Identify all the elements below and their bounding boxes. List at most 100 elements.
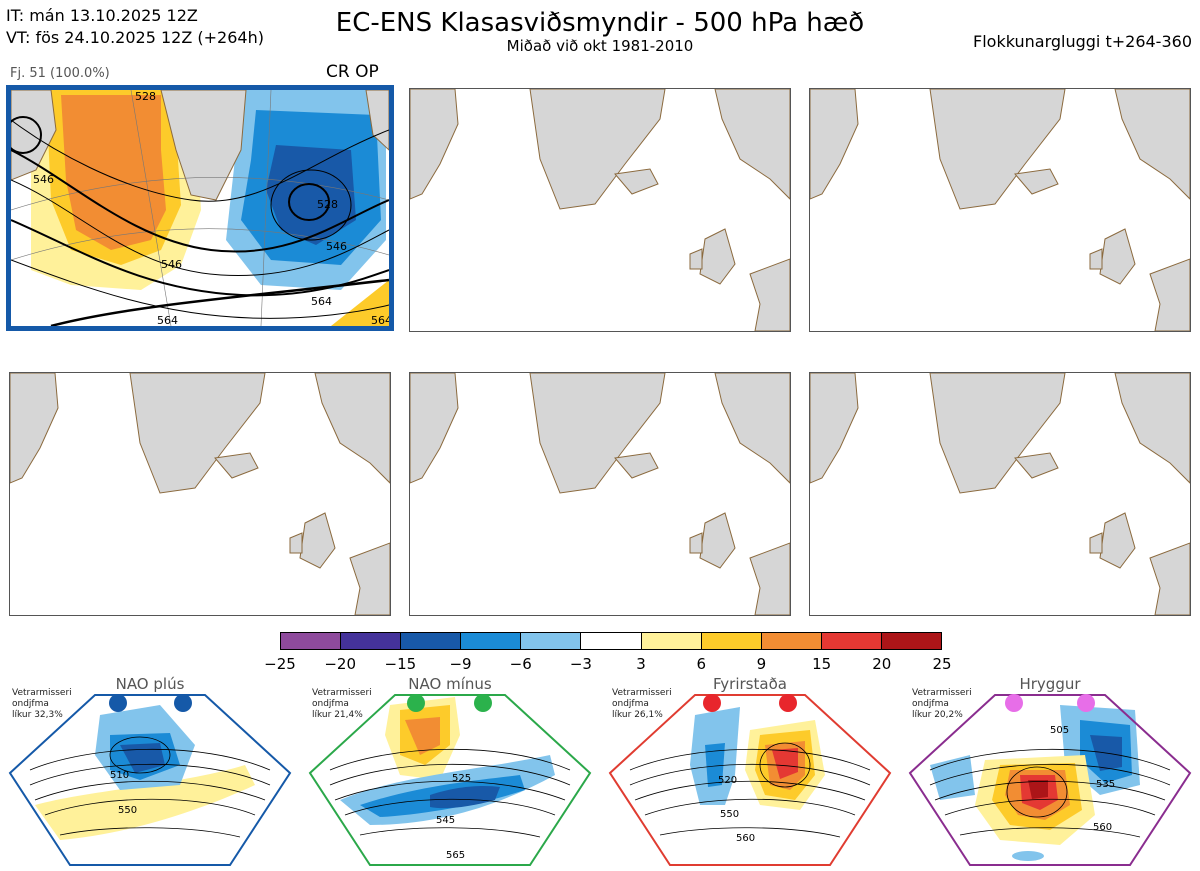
base-map [410, 373, 790, 615]
classification-window: Flokkunargluggi t+264-360 [973, 32, 1192, 51]
regime-contour-label: 560 [1093, 822, 1112, 833]
colorbar-tick-label: 20 [872, 655, 892, 673]
regime-map: 505 535 560 [908, 694, 1192, 866]
regime-frame [908, 694, 1192, 866]
contour-label: 546 [326, 240, 347, 253]
colorbar-swatch [821, 633, 882, 649]
regime-dot [1005, 694, 1023, 712]
regime-dot [1077, 694, 1095, 712]
regime-frame [8, 694, 292, 866]
colorbar-swatch [521, 633, 582, 649]
colorbar-tick-label: −6 [509, 655, 532, 673]
regime-panel-nao-plus[interactable]: 510 550 NAO plús Vetrarmisseri ondjfma l… [0, 675, 300, 871]
page-title: EC-ENS Klasasviðsmyndir - 500 hPa hæð [335, 8, 865, 38]
colorbar-tick-label: 9 [756, 655, 767, 673]
regime-info: Vetrarmisseri ondjfma líkur 21,4% [312, 688, 372, 721]
colorbar-swatch [881, 633, 942, 649]
regime-map: 525 545 565 [308, 694, 592, 866]
regime-info-line: líkur 20,2% [912, 710, 963, 720]
colorbar-tick-label: −25 [264, 655, 296, 673]
base-map [410, 89, 790, 331]
regime-panel-blocking[interactable]: 520 550 560 Fyrirstaða Vetrarmisseri ond… [600, 675, 900, 871]
base-map [10, 373, 390, 615]
colorbar-tick-label: 15 [812, 655, 832, 673]
base-map [810, 89, 1190, 331]
regime-contour-label: 510 [110, 770, 129, 781]
regime-title: Fyrirstaða [713, 675, 787, 693]
regime-info-line: ondjfma [12, 699, 49, 709]
empty-map-panel[interactable] [409, 372, 791, 616]
main-anomaly-map: 528 546 546 528 546 564 564 564 [11, 90, 389, 326]
empty-map-panel[interactable] [409, 88, 791, 332]
regime-panel-nao-minus[interactable]: 525 545 565 NAO mínus Vetrarmisseri ondj… [300, 675, 600, 871]
regime-title: Hryggur [1019, 675, 1081, 693]
regime-contour-label: 525 [452, 773, 471, 784]
regime-info: Vetrarmisseri ondjfma líkur 32,3% [12, 688, 72, 721]
regime-contour-label: 545 [436, 815, 455, 826]
contour-label: 564 [157, 314, 178, 326]
contour-label: 528 [135, 90, 156, 103]
colorbar-swatch [701, 633, 762, 649]
colorbar-tick-label: 3 [636, 655, 646, 673]
regime-frame [308, 694, 592, 866]
colorbar-swatch [281, 633, 342, 649]
regime-dot [407, 694, 425, 712]
regime-info-line: Vetrarmisseri [312, 688, 372, 698]
member-label: Fj. 51 (100.0%) [10, 66, 110, 81]
regime-info-line: ondjfma [312, 699, 349, 709]
regime-dot [779, 694, 797, 712]
contour-label: 564 [371, 314, 389, 326]
regime-panel-ridge[interactable]: 505 535 560 Hryggur Vetrarmisseri ondjfm… [900, 675, 1200, 871]
anomaly-colorbar [280, 632, 942, 650]
regime-title: NAO plús [115, 675, 185, 693]
colorbar-swatch [581, 633, 642, 649]
contour-label: 564 [311, 295, 332, 308]
colorbar-tick-label: −20 [324, 655, 356, 673]
regime-info-line: Vetrarmisseri [12, 688, 72, 698]
regime-info-line: Vetrarmisseri [912, 688, 972, 698]
regime-title: NAO mínus [408, 675, 492, 693]
regime-info-line: Vetrarmisseri [612, 688, 672, 698]
regime-frame [608, 694, 892, 866]
regime-dot [109, 694, 127, 712]
empty-map-panel[interactable] [9, 372, 391, 616]
regime-info: Vetrarmisseri ondjfma líkur 20,2% [912, 688, 972, 721]
regime-map: 520 550 560 [608, 694, 892, 866]
regime-dot [474, 694, 492, 712]
regime-contour-label: 505 [1050, 725, 1069, 736]
empty-map-panel[interactable] [809, 372, 1191, 616]
regime-info-line: líkur 26,1% [612, 710, 663, 720]
regime-dot [174, 694, 192, 712]
regime-info: Vetrarmisseri ondjfma líkur 26,1% [612, 688, 672, 721]
colorbar-swatch [341, 633, 402, 649]
empty-map-panel[interactable] [809, 88, 1191, 332]
regime-contour-label: 520 [718, 775, 737, 786]
valid-time: VT: fös 24.10.2025 12Z (+264h) [6, 28, 264, 47]
regime-code: CR OP [326, 62, 379, 82]
colorbar-tick-label: 6 [696, 655, 707, 673]
colorbar-swatch [461, 633, 522, 649]
regime-info-line: líkur 32,3% [12, 710, 63, 720]
colorbar-tick-label: −9 [449, 655, 472, 673]
regime-contour-label: 565 [446, 850, 465, 861]
regime-contour-label: 535 [1096, 779, 1115, 790]
colorbar-tick-label: −3 [569, 655, 592, 673]
contour-label: 546 [33, 173, 54, 186]
regime-contour-label: 550 [118, 805, 137, 816]
regime-info-line: líkur 21,4% [312, 710, 363, 720]
colorbar-swatch [401, 633, 462, 649]
colorbar-tick-label: 25 [932, 655, 952, 673]
colorbar-swatch [761, 633, 822, 649]
regime-contour-label: 560 [736, 833, 755, 844]
colorbar-swatch [641, 633, 702, 649]
regime-info-line: ondjfma [912, 699, 949, 709]
regime-info-line: ondjfma [612, 699, 649, 709]
regime-contour-label: 550 [720, 809, 739, 820]
regime-dot [703, 694, 721, 712]
main-map-panel[interactable]: 528 546 546 528 546 564 564 564 [6, 85, 394, 331]
colorbar-tick-label: −15 [384, 655, 417, 673]
contour-label: 546 [161, 258, 182, 271]
page-subtitle: Miðað við okt 1981-2010 [506, 37, 694, 55]
base-map [810, 373, 1190, 615]
regime-map: 510 550 [8, 694, 292, 866]
